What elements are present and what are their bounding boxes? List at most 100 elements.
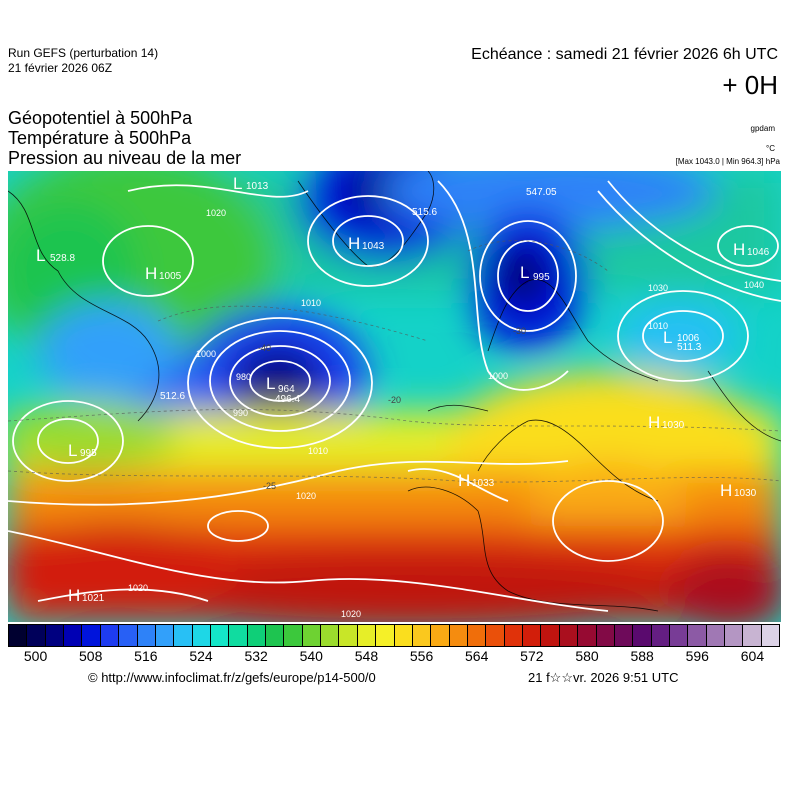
coastlines: [8, 171, 781, 612]
color-swatch: [64, 625, 83, 646]
isotherms: [8, 240, 781, 483]
forecast-valid-time: Echéance : samedi 21 février 2026 6h UTC: [471, 46, 778, 63]
high-center: H: [733, 240, 745, 259]
color-swatch: [247, 625, 267, 646]
color-swatch: [523, 625, 542, 646]
low-center: L: [36, 246, 45, 265]
color-scale-tick: 516: [134, 648, 158, 664]
isobar-label: 1030: [648, 283, 668, 293]
isobar-label: 1020: [296, 491, 316, 501]
low-center: L: [663, 328, 672, 347]
color-scale-tick: 524: [189, 648, 213, 664]
high-center: H: [648, 413, 660, 432]
color-swatch: [431, 625, 450, 646]
color-swatch: [302, 625, 322, 646]
unit-temperature: °C: [766, 144, 775, 153]
low-value: 964: [278, 384, 295, 395]
isobar-label: 1000: [488, 371, 508, 381]
isobar-label: 1020: [206, 208, 226, 218]
weather-map: H 1005 H 1043 H 1046 H 1021 H 1030 H 103…: [8, 171, 781, 622]
color-scale-tick: 500: [23, 648, 48, 664]
color-swatch: [743, 625, 762, 646]
color-swatch: [192, 625, 211, 646]
high-value: 1021: [82, 593, 105, 604]
high-center: H: [348, 234, 360, 253]
low-center: L: [233, 174, 242, 193]
isobar-labels: 1020 1010 1000 990 980 1030 1040 1010 10…: [128, 208, 764, 619]
low-center: L: [266, 374, 275, 393]
color-scale-tick: 596: [685, 648, 709, 664]
low-value-geopotential: 496.4: [275, 394, 300, 405]
color-swatch: [596, 625, 615, 646]
high-value: 1030: [662, 420, 685, 431]
isobar-label: 980: [236, 372, 251, 382]
color-swatch: [467, 625, 487, 646]
low-value-geopotential: 515.6: [412, 207, 437, 218]
color-swatch: [27, 625, 46, 646]
color-swatch: [559, 625, 579, 646]
color-swatch: [9, 625, 28, 646]
temperature-labels: -20 -30 -25 -40: [258, 326, 526, 491]
color-swatch: [174, 625, 193, 646]
forecast-lead-time: + 0H: [722, 70, 778, 100]
pressure-centers: H 1005 H 1043 H 1046 H 1021 H 1030 H 103…: [36, 174, 770, 605]
color-swatch: [100, 625, 120, 646]
color-swatch: [504, 625, 524, 646]
temperature-label: -25: [263, 481, 276, 491]
color-swatch: [725, 625, 744, 646]
temperature-label: -20: [388, 395, 401, 405]
color-swatch: [339, 625, 358, 646]
isobar-label: 1020: [341, 609, 361, 619]
color-swatch: [706, 625, 726, 646]
color-scale-ticks: 500 508 516 524 532 540 548 556 564 572 580 588 596 6…: [8, 648, 780, 668]
low-center: L: [68, 441, 77, 460]
color-swatch: [578, 625, 597, 646]
high-center: H: [720, 481, 732, 500]
isobar-label: 1040: [744, 280, 764, 290]
low-value: 1013: [246, 181, 269, 192]
color-swatch: [137, 625, 156, 646]
run-date: 21 février 2026 06Z: [8, 61, 113, 75]
color-swatch: [155, 625, 175, 646]
color-swatch: [761, 625, 780, 646]
color-swatch: [45, 625, 65, 646]
color-scale-tick: 564: [465, 648, 489, 664]
color-scale-tick: 540: [299, 648, 323, 664]
generation-time: 21 f☆☆vr. 2026 9:51 UTC: [528, 670, 679, 685]
temperature-label: -40: [258, 343, 271, 353]
source-credit: © http://www.infoclimat.fr/z/gefs/europe…: [88, 670, 376, 685]
run-title: Run GEFS (perturbation 14): [8, 46, 159, 60]
low-value: 995: [80, 448, 97, 459]
high-value: 1033: [472, 478, 495, 489]
color-swatch: [669, 625, 689, 646]
isobar-label: 1010: [308, 446, 328, 456]
color-scale-tick: 532: [244, 648, 268, 664]
color-scale-tick: 548: [354, 648, 379, 664]
color-swatch: [82, 625, 101, 646]
low-value: 995: [533, 272, 550, 283]
low-value: 528.8: [50, 253, 75, 264]
low-value-geopotential: 511.3: [677, 342, 702, 353]
color-swatch: [394, 625, 413, 646]
color-swatch: [614, 625, 634, 646]
isobar-label: 1010: [301, 298, 321, 308]
high-center: H: [68, 586, 80, 605]
color-scale-tick: 604: [740, 648, 765, 664]
high-value: 1030: [734, 488, 757, 499]
color-swatch: [376, 625, 395, 646]
color-swatch: [266, 625, 285, 646]
color-swatch: [449, 625, 468, 646]
color-scale-tick: 572: [520, 648, 544, 664]
high-value: 1005: [159, 271, 182, 282]
color-scale: [8, 624, 780, 647]
isobar-label: 1020: [128, 583, 148, 593]
color-swatch: [541, 625, 560, 646]
color-swatch: [210, 625, 230, 646]
low-value: 1006: [677, 333, 700, 344]
low-value-geopotential: 512.6: [160, 391, 185, 402]
high-value: 1046: [747, 247, 770, 258]
pressure-max-min: [Max 1043.0 | Min 964.3] hPa: [675, 157, 780, 166]
color-swatch: [357, 625, 377, 646]
isobar-label: 1010: [648, 321, 668, 331]
high-value: 1043: [362, 241, 385, 252]
